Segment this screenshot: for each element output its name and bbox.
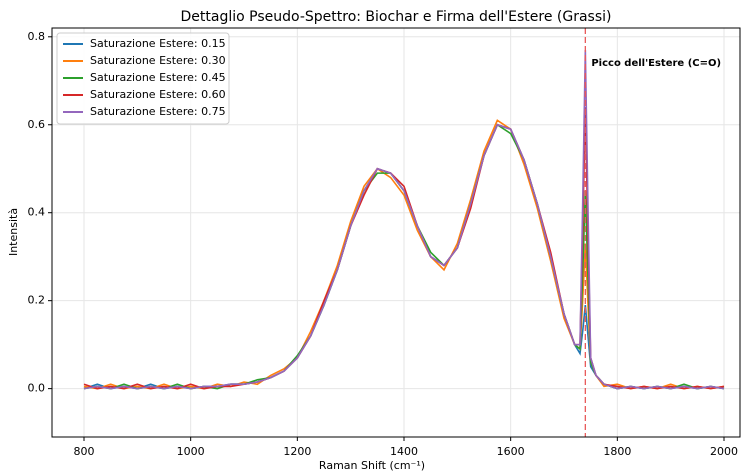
legend-label: Saturazione Estere: 0.60 (90, 88, 226, 101)
x-tick-label: 1000 (177, 445, 205, 458)
plot-frame (51, 27, 741, 438)
x-tick-label: 1200 (283, 445, 311, 458)
x-tick-label: 1400 (390, 445, 418, 458)
y-tick-label: 0.0 (28, 382, 46, 395)
legend-label: Saturazione Estere: 0.30 (90, 54, 226, 67)
legend-label: Saturazione Estere: 0.75 (90, 105, 226, 118)
legend-label: Saturazione Estere: 0.45 (90, 71, 226, 84)
y-tick-label: 0.6 (28, 118, 46, 131)
x-axis-label: Raman Shift (cm⁻¹) (319, 459, 425, 472)
x-tick-label: 1800 (603, 445, 631, 458)
legend-label: Saturazione Estere: 0.15 (90, 37, 226, 50)
x-tick-label: 2000 (710, 445, 738, 458)
chart-title: Dettaglio Pseudo-Spettro: Biochar e Firm… (181, 9, 612, 25)
y-tick-label: 0.2 (28, 294, 46, 307)
annotation: Picco dell'Estere (C=O) (591, 58, 721, 69)
legend: Saturazione Estere: 0.15 Saturazione Este… (56, 32, 230, 125)
legend-box (56, 32, 230, 125)
y-tick-label: 0.8 (28, 30, 46, 43)
y-axis-label: Intensità (7, 208, 20, 256)
x-tick-label: 800 (74, 445, 95, 458)
y-tick-label: 0.4 (28, 206, 46, 219)
series-line (83, 49, 725, 390)
x-tick-label: 1600 (497, 445, 525, 458)
